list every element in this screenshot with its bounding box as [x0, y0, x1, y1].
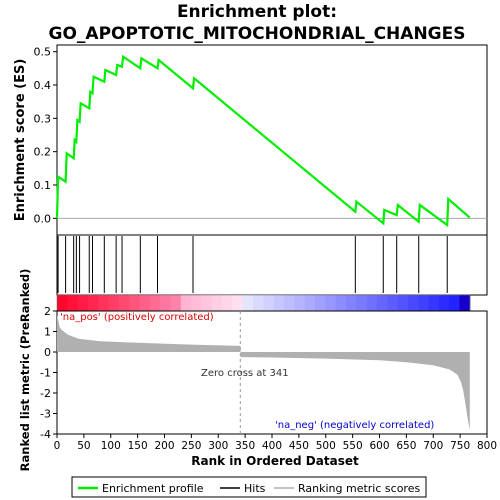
color-bar-segment — [335, 295, 347, 311]
metric-y-tick-label: -1 — [40, 367, 51, 380]
metric-y-axis-label: Ranked list metric (PreRanked) — [18, 269, 32, 472]
color-bar-segment — [160, 295, 172, 311]
es-y-tick-label: 0.2 — [34, 146, 52, 159]
negative-label: 'na_neg' (negatively correlated) — [275, 420, 434, 431]
zero-cross-label: Zero cross at 341 — [201, 368, 289, 379]
color-bar-segment — [428, 295, 440, 311]
es-panel — [56, 44, 488, 236]
x-tick-label: 800 — [477, 440, 497, 452]
color-bar-segment — [87, 295, 99, 311]
color-bar-segment — [108, 295, 120, 311]
x-tick-label: 700 — [423, 440, 443, 452]
x-tick-label: 600 — [369, 440, 389, 452]
color-bar-segment — [118, 295, 130, 311]
hits-panel — [56, 234, 488, 296]
color-bar-segment — [67, 295, 79, 311]
metric-panel — [56, 310, 488, 435]
metric-y-axis: 2 1 0 -1 -2 -3 -4 — [40, 305, 57, 441]
legend-metric-label: Ranking metric scores — [298, 482, 420, 495]
color-bar-segment — [211, 295, 223, 311]
color-bar-segment — [407, 295, 419, 311]
chart-title-line1: Enrichment plot: — [177, 2, 337, 22]
ranking-color-bar — [56, 294, 471, 312]
color-bar-segment — [273, 295, 285, 311]
color-bar-segment — [232, 295, 244, 311]
x-tick-label: 400 — [262, 440, 282, 452]
metric-y-tick-label: 0 — [44, 346, 51, 359]
color-bar-segment — [77, 295, 89, 311]
es-y-tick-label: 0.1 — [34, 179, 52, 192]
es-y-tick-label: 0.5 — [34, 46, 52, 59]
color-bar-segment — [57, 295, 68, 311]
x-tick-label: 250 — [181, 440, 201, 452]
hits-marks — [57, 236, 448, 293]
legend: Enrichment profile Hits Ranking metric s… — [71, 476, 427, 498]
color-bar-segment — [356, 295, 368, 311]
color-bar-segment — [98, 295, 110, 311]
color-bar-segment — [304, 295, 316, 311]
metric-y-tick-label: -2 — [40, 387, 51, 400]
enrichment-profile-line — [55, 54, 471, 228]
x-tick-label: 500 — [316, 440, 336, 452]
es-y-axis: 0.0 0.1 0.2 0.3 0.4 0.5 — [34, 46, 57, 225]
color-bar-segment — [345, 295, 357, 311]
x-tick-label: 650 — [396, 440, 416, 452]
x-tick-label: 100 — [101, 440, 121, 452]
color-bar-segment — [325, 295, 337, 311]
color-bar-segment — [170, 295, 182, 311]
color-bar-segment — [376, 295, 388, 311]
color-bar-segment — [418, 295, 430, 311]
color-bar-segment — [387, 295, 399, 311]
color-bar-segment — [294, 295, 306, 311]
es-y-tick-label: 0.4 — [34, 79, 52, 92]
legend-es-label: Enrichment profile — [102, 482, 204, 495]
color-bar-segment — [242, 295, 254, 311]
x-tick-label: 550 — [343, 440, 363, 452]
color-bar-segment — [149, 295, 161, 311]
metric-y-tick-label: -4 — [40, 428, 51, 441]
color-bar-segment — [438, 295, 450, 311]
color-bar-segment — [449, 295, 460, 311]
x-tick-label: 350 — [235, 440, 255, 452]
x-tick-label: 450 — [289, 440, 309, 452]
x-axis: 0 50 100 150 200 250 300 350 400 450 500 550 600 650 7… — [54, 434, 497, 452]
x-tick-label: 0 — [54, 440, 61, 452]
metric-y-tick-label: -3 — [40, 408, 51, 421]
x-axis-label: Rank in Ordered Dataset — [191, 454, 359, 468]
color-bar-segment — [366, 295, 378, 311]
color-bar-segment — [284, 295, 295, 311]
metric-y-tick-label: 1 — [44, 326, 51, 339]
metric-y-tick-label: 2 — [44, 305, 51, 318]
color-bar-segment — [201, 295, 213, 311]
color-bar-segment — [315, 295, 326, 311]
es-y-tick-label: 0.3 — [34, 112, 52, 125]
x-tick-label: 300 — [208, 440, 228, 452]
x-tick-label: 200 — [154, 440, 174, 452]
color-bar-segment — [129, 295, 141, 311]
x-tick-label: 50 — [77, 440, 90, 452]
color-bar-segment — [397, 295, 409, 311]
color-bar-segment — [222, 295, 233, 311]
color-bar-segment — [180, 295, 192, 311]
color-bar-segment — [459, 295, 471, 311]
color-bar-segment — [139, 295, 151, 311]
color-bar-segment — [253, 295, 264, 311]
es-y-tick-label: 0.0 — [34, 212, 52, 225]
x-tick-label: 150 — [128, 440, 148, 452]
color-bar-segment — [263, 295, 275, 311]
color-bar-segment — [191, 295, 202, 311]
legend-hits-label: Hits — [244, 482, 266, 495]
positive-label: 'na_pos' (positively correlated) — [60, 312, 214, 323]
chart-title-line2: GO_APOPTOTIC_MITOCHONDRIAL_CHANGES — [49, 24, 466, 44]
ranking-metric-area — [57, 315, 470, 430]
es-y-axis-label: Enrichment score (ES) — [13, 59, 28, 222]
legend-box — [71, 476, 427, 498]
x-tick-label: 750 — [450, 440, 470, 452]
